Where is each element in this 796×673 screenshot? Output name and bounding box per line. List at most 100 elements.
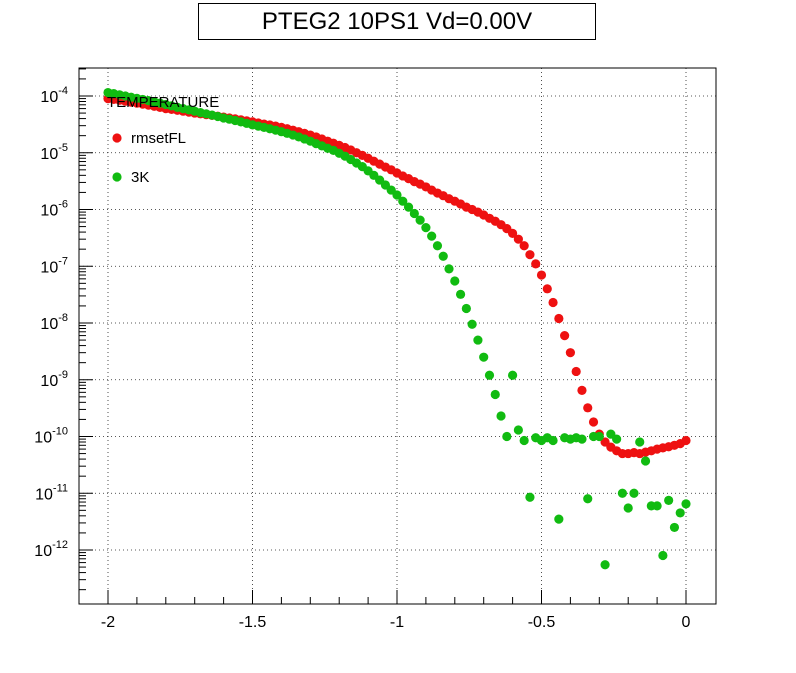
y-tick-label: 10-10 [34,426,68,447]
data-point-rmsetfl [554,313,564,324]
data-point-3k [594,431,604,442]
y-tick-label: 10-8 [40,312,68,333]
y-tick-label: 10-6 [40,199,68,220]
data-point-3k [652,501,662,511]
y-tick-base: 10 [40,89,58,106]
y-tick-exponent: -11 [53,482,68,494]
data-point-3k [455,289,466,299]
y-tick-label: 10-9 [40,369,68,390]
data-point-3k [525,492,535,502]
data-point-rmsetfl [577,385,587,395]
plot-frame [78,67,717,605]
y-tick-label: 10-4 [40,85,68,106]
y-tick-exponent: -6 [58,199,68,211]
data-point-3k [392,190,402,200]
y-tick-base: 10 [40,259,58,276]
data-point-3k [513,425,523,435]
data-point-rmsetfl [571,366,581,377]
data-point-3k [461,303,471,314]
data-point-rmsetfl [588,417,599,427]
data-point-3k [600,560,610,570]
y-tick-exponent: -8 [58,312,68,324]
y-tick-base: 10 [40,146,58,163]
data-point-3k [681,499,691,509]
data-point-rmsetfl [560,330,570,341]
data-point-3k [583,494,593,504]
y-tick-label: 10-12 [34,539,68,560]
data-point-3k [415,215,425,225]
data-point-3k [617,488,628,498]
x-tick-label: -1 [390,614,404,631]
data-point-3k [635,437,645,447]
data-point-3k [398,196,408,206]
data-point-rmsetfl [507,228,518,238]
axis-ticks: -2 -1.5 -1 -0.5 010-410-510-610-710-810-910-… [34,68,691,631]
y-tick-base: 10 [40,373,58,390]
y-tick-label: 10-7 [40,255,68,276]
data-point-3k [432,241,443,251]
x-tick-label: -0.5 [528,614,556,631]
y-tick-base: 10 [40,203,58,220]
data-point-3k [467,319,477,329]
legend-marker-rmsetfl [112,133,122,143]
data-point-rmsetfl [513,234,523,244]
y-tick-exponent: -7 [58,255,68,267]
y-tick-label: 10-11 [35,482,68,503]
y-tick-base: 10 [40,316,58,333]
data-point-3k [519,435,529,446]
data-point-3k [554,514,564,524]
y-tick-exponent: -12 [52,539,68,551]
data-point-3k [577,434,587,444]
data-point-3k [438,251,448,261]
y-tick-base: 10 [35,486,53,503]
data-point-3k [479,352,489,362]
x-tick-label: -2 [101,614,115,631]
legend-label-rmsetfl: rmsetFL [131,130,186,147]
chart-title: PTEG2 10PS1 Vd=0.00V [198,3,596,40]
data-point-3k [473,335,483,345]
y-tick-label: 10-5 [40,142,68,163]
data-point-rmsetfl [531,259,541,269]
data-point-3k [427,231,437,241]
data-point-3k [658,550,668,561]
data-point-rmsetfl [548,297,558,308]
data-point-3k [507,370,518,380]
data-point-3k [490,389,500,400]
data-point-3k [640,456,651,466]
y-tick-exponent: -4 [58,85,68,97]
data-point-rmsetfl [583,403,593,413]
data-point-rmsetfl [536,270,547,280]
data-point-3k [548,435,558,446]
data-point-rmsetfl [525,250,535,260]
legend-header: TEMPERATURE [107,94,219,111]
y-tick-exponent: -5 [58,142,68,154]
data-point-3k [403,202,414,212]
data-point-rmsetfl [681,435,691,446]
y-tick-exponent: -10 [52,426,68,438]
y-tick-base: 10 [34,430,52,447]
legend-marker-3k [112,172,122,182]
data-point-rmsetfl [519,241,529,251]
grid-layer [79,68,716,604]
legend-label-3k: 3K [131,169,149,186]
data-point-3k [629,488,639,498]
data-point-3k [664,495,674,505]
data-point-3k [502,431,512,442]
data-point-rmsetfl [542,284,552,294]
data-point-3k [612,434,622,444]
data-point-3k [421,222,431,233]
data-point-3k [496,411,506,421]
data-point-3k [409,208,419,219]
x-tick-label: -1.5 [239,614,267,631]
data-point-3k [450,276,460,286]
data-point-3k [444,264,454,274]
data-point-3k [669,522,680,533]
data-points [103,87,691,570]
data-point-3k [675,508,685,518]
legend: TEMPERATURE rmsetFL 3K [107,94,219,186]
data-point-3k [623,503,633,513]
y-tick-base: 10 [34,543,52,560]
x-tick-label: 0 [682,614,691,631]
data-point-3k [484,370,495,380]
y-tick-exponent: -9 [58,369,68,381]
